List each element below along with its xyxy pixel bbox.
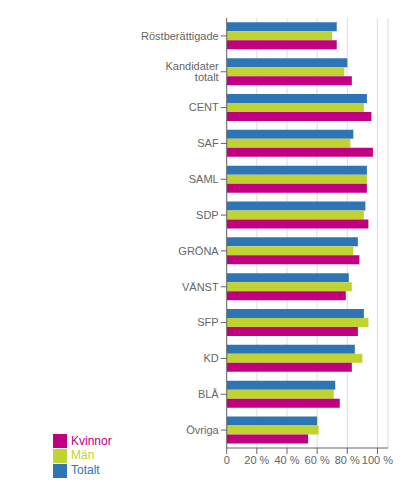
svg-text:SAML: SAML [189,173,219,185]
svg-text:SAF: SAF [197,137,219,149]
svg-text:Röstberättigade: Röstberättigade [141,30,219,42]
svg-text:80 %: 80 % [335,454,360,466]
svg-text:Kandidatertotalt: Kandidatertotalt [165,60,219,83]
html-text:Män: Män [71,448,95,463]
html-text:Totalt: Totalt [71,463,100,478]
svg-text:60 %: 60 % [305,454,330,466]
svg-text:0: 0 [224,454,230,466]
svg-text:KD: KD [203,352,218,364]
svg-text:SFP: SFP [197,316,218,328]
svg-text:GRÖNA: GRÖNA [178,245,219,257]
svg-text:100 %: 100 % [362,454,393,466]
svg-text:SDP: SDP [196,209,219,221]
svg-text:BLÅ: BLÅ [198,388,219,400]
html-text:Kvinnor: Kvinnor [71,433,112,448]
svg-text:VÄNST: VÄNST [182,281,219,293]
svg-text:20 %: 20 % [244,454,269,466]
svg-text:Övriga: Övriga [186,424,219,436]
svg-text:CENT: CENT [189,101,219,113]
svg-text:40 %: 40 % [274,454,299,466]
